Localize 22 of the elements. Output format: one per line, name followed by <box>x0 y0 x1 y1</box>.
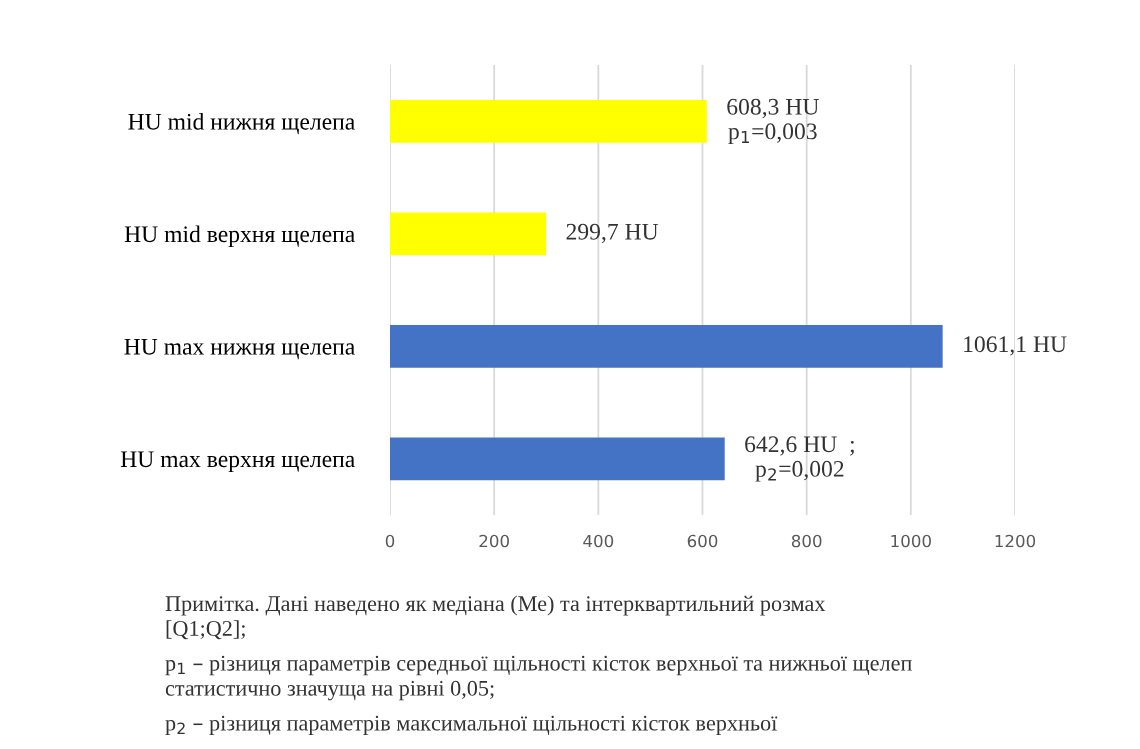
bar <box>390 99 707 143</box>
text: p$_{1}$ – різниця параметрів середньої щільності кісток верхньої та нижньої щелеп статистично значуща на рівні 0,05; <box>165 655 912 701</box>
data-label: 1061,1 HU <box>964 336 1067 356</box>
y-tick-label: HU mid верхня щелепа <box>124 225 355 247</box>
x-tick-label: 1200 <box>995 534 1036 548</box>
data-label: 642,6 HU ; p$_{2}$=0,002 <box>745 436 854 482</box>
y-tick-label: HU mid нижня щелепа <box>128 113 355 135</box>
y-tick-label: HU max верхня щелепа <box>120 451 355 472</box>
bar <box>390 212 547 256</box>
data-label: 299,7 HU <box>566 223 659 244</box>
x-tick-label: 200 <box>479 534 509 548</box>
bar <box>390 324 943 368</box>
x-tick-label: 600 <box>687 534 718 548</box>
bar <box>390 437 725 481</box>
data-label: 608,3 HU p$_{1}$=0,003 <box>727 98 819 145</box>
x-tick-label: 0 <box>385 534 395 548</box>
text: Примітка. Дані наведено як медіана (Ме) та інтерквартильний розмах [Q1;Q2]; <box>165 595 826 640</box>
x-tick-label: 800 <box>791 534 822 548</box>
x-tick-label: 1000 <box>891 534 931 548</box>
text: p$_{2}$ – різниця параметрів максимальної щільності кісток верхньої <box>165 715 778 736</box>
y-tick-label: HU max нижня щелепа <box>124 338 355 360</box>
x-tick-label: 400 <box>583 534 614 548</box>
